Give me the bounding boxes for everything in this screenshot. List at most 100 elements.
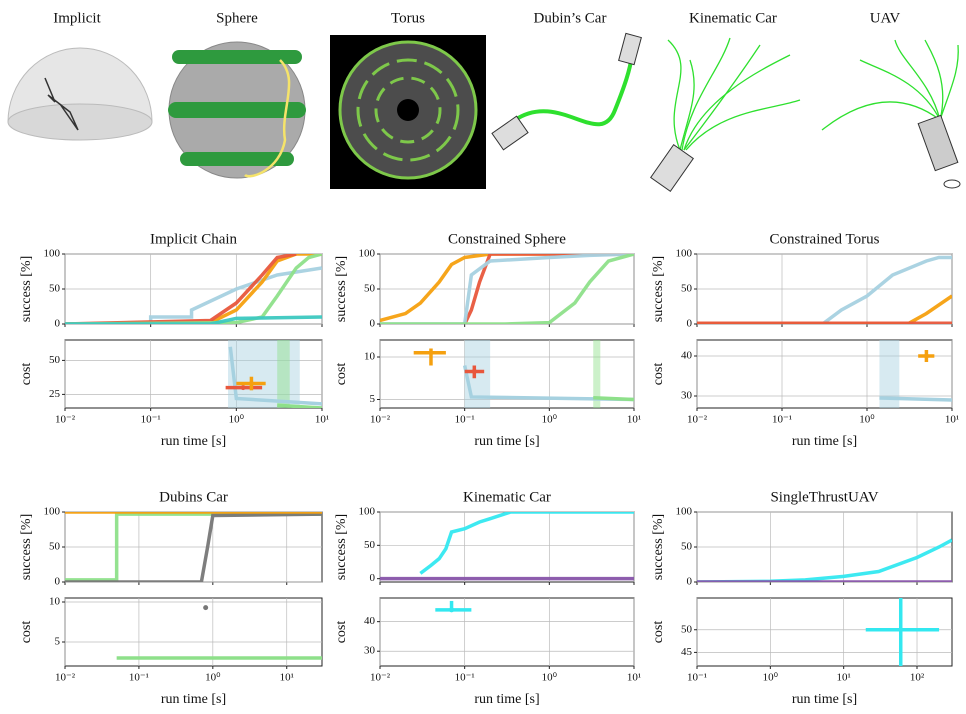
x-axis-label: run time [s]: [792, 434, 857, 449]
chart-title: Dubins Car: [159, 489, 228, 505]
y-tick-label: 100: [676, 506, 693, 518]
page: {"illustrations": ["Implicit", "Sphere",…: [0, 0, 966, 714]
y-axis-label: cost: [19, 621, 34, 644]
x-tick-label: 10⁻¹: [687, 672, 707, 684]
illustration-label: Dubin’s Car: [534, 10, 607, 26]
y-tick-label: 100: [44, 506, 61, 518]
chart-title: Constrained Sphere: [448, 231, 566, 247]
illustration-label: Sphere: [216, 10, 258, 26]
plot-area: [380, 512, 634, 582]
x-tick-label: 10⁰: [542, 414, 558, 426]
point: [924, 354, 929, 359]
x-tick-label: 10¹: [280, 672, 294, 684]
chart-title: Constrained Torus: [770, 231, 880, 247]
x-tick-label: 10⁰: [542, 672, 558, 684]
y-tick-label: 0: [370, 572, 376, 584]
x-tick-label: 10⁻²: [370, 414, 391, 426]
x-tick-label: 10⁻¹: [455, 414, 475, 426]
point: [428, 350, 433, 355]
illustration-label: Kinematic Car: [689, 10, 777, 26]
x-axis-label: run time [s]: [792, 692, 857, 707]
y-axis-label: success [%]: [651, 256, 666, 322]
series-line: [879, 398, 952, 400]
illustration-label: Torus: [391, 10, 425, 26]
x-tick-label: 10⁻²: [55, 672, 76, 684]
x-axis-label: run time [s]: [161, 692, 226, 707]
y-axis-label: cost: [651, 621, 666, 644]
y-tick-label: 50: [681, 283, 693, 295]
maze-center: [397, 99, 419, 121]
x-tick-label: 10¹: [627, 414, 641, 426]
point: [241, 385, 246, 390]
x-tick-label: 10⁻¹: [455, 672, 475, 684]
y-tick-label: 50: [364, 283, 376, 295]
y-axis-label: cost: [651, 363, 666, 386]
dome-base: [8, 104, 152, 140]
y-tick-label: 100: [44, 248, 61, 260]
car-trajectories: [668, 38, 800, 150]
y-tick-label: 5: [370, 393, 376, 405]
x-tick-label: 10⁻¹: [129, 672, 149, 684]
x-tick-label: 10²: [910, 672, 925, 684]
plot-area: [697, 598, 952, 666]
y-tick-label: 50: [681, 541, 693, 553]
x-tick-label: 10⁻¹: [772, 414, 792, 426]
illustrations: Implicit Sphere Torus Dubin’s Car Kinema…: [8, 10, 960, 191]
y-tick-label: 10: [49, 596, 61, 608]
y-tick-label: 45: [681, 646, 693, 658]
y-axis-label: cost: [334, 621, 349, 644]
x-axis-label: run time [s]: [474, 692, 539, 707]
x-tick-label: 10⁻¹: [141, 414, 161, 426]
x-axis-label: run time [s]: [161, 434, 226, 449]
y-tick-label: 50: [49, 541, 61, 553]
y-tick-label: 30: [681, 390, 693, 402]
y-axis-label: success [%]: [19, 514, 34, 580]
figure: Implicit Sphere Torus Dubin’s Car Kinema…: [0, 0, 966, 714]
y-tick-label: 50: [364, 539, 376, 551]
uav: [918, 115, 958, 170]
y-axis-label: success [%]: [651, 514, 666, 580]
x-tick-label: 10¹: [837, 672, 851, 684]
illustration-label: UAV: [870, 10, 901, 26]
y-tick-label: 40: [681, 350, 693, 362]
y-tick-label: 0: [687, 576, 693, 588]
y-tick-label: 100: [359, 506, 376, 518]
y-tick-label: 50: [49, 354, 61, 366]
x-tick-label: 10⁰: [859, 414, 875, 426]
point: [249, 381, 254, 386]
y-tick-label: 50: [681, 623, 693, 635]
y-tick-label: 25: [49, 388, 61, 400]
y-axis-label: cost: [334, 363, 349, 386]
y-tick-label: 100: [676, 248, 693, 260]
y-tick-label: 50: [49, 283, 61, 295]
x-tick-label: 10⁻²: [55, 414, 76, 426]
y-axis-label: success [%]: [19, 256, 34, 322]
plot-area: [380, 598, 634, 666]
x-axis-label: run time [s]: [474, 434, 539, 449]
x-tick-label: 10⁻²: [687, 414, 708, 426]
point: [472, 369, 477, 374]
series-line: [593, 398, 634, 400]
x-tick-label: 10⁰: [229, 414, 245, 426]
x-tick-label: 10⁰: [205, 672, 221, 684]
x-tick-label: 10¹: [315, 414, 329, 426]
y-axis-label: success [%]: [334, 514, 349, 580]
x-tick-label: 10⁻²: [370, 672, 391, 684]
y-tick-label: 5: [55, 636, 61, 648]
charts: Implicit Chain050100success [%]10⁻²10⁻¹1…: [19, 231, 959, 707]
chart-title: Kinematic Car: [463, 489, 551, 505]
y-tick-label: 0: [687, 318, 693, 330]
y-tick-label: 0: [55, 318, 61, 330]
x-tick-label: 10¹: [945, 414, 959, 426]
chart-title: SingleThrustUAV: [770, 489, 878, 505]
y-tick-label: 10: [364, 351, 376, 363]
y-tick-label: 30: [364, 645, 376, 657]
point: [449, 607, 454, 612]
y-tick-label: 0: [55, 576, 61, 588]
y-tick-label: 0: [370, 318, 376, 330]
y-axis-label: success [%]: [334, 256, 349, 322]
uav-nozzle: [944, 180, 960, 188]
point: [203, 605, 208, 610]
point: [898, 627, 903, 632]
y-tick-label: 100: [359, 248, 376, 260]
